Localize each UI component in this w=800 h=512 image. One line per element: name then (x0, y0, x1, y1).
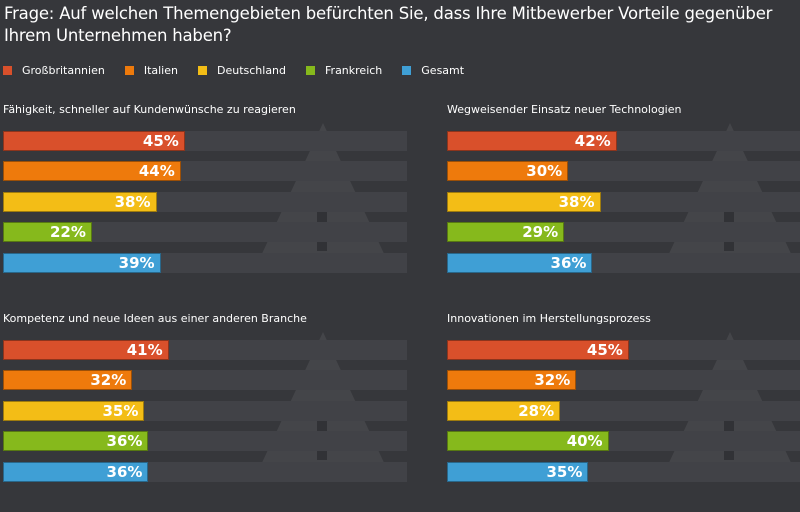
data-label: 39% (118, 254, 155, 272)
bar-großbritannien (447, 131, 617, 151)
bar-gesamt (3, 253, 161, 273)
data-label: 36% (106, 463, 143, 481)
bar-gesamt (447, 462, 589, 482)
data-label: 35% (102, 402, 139, 420)
legend: Großbritannien Italien Deutschland Frank… (3, 64, 484, 77)
bar-italien (3, 370, 133, 390)
data-label: 29% (522, 223, 559, 241)
panel-kompetenz: Kompetenz und neue Ideen aus einer ander… (3, 312, 413, 512)
legend-swatch (3, 66, 12, 75)
legend-item-deutschland: Deutschland (197, 64, 287, 77)
data-label: 22% (49, 223, 86, 241)
bar-frankreich (447, 222, 565, 242)
bar-großbritannien (447, 340, 629, 360)
bar-frankreich (447, 431, 609, 451)
bar-gesamt (3, 462, 149, 482)
bar-frankreich (3, 431, 149, 451)
legend-swatch (402, 66, 412, 75)
bar-italien (447, 161, 569, 181)
data-label: 40% (566, 432, 603, 450)
panel-kundenwuensche: Fähigkeit, schneller auf Kundenwünsche z… (3, 103, 413, 303)
data-label: 42% (574, 132, 611, 150)
data-label: 35% (546, 463, 583, 481)
bar-gesamt (447, 253, 593, 273)
panel-technologien: Wegweisender Einsatz neuer Technologien 4… (447, 103, 800, 303)
panel-herstellungsprozess: Innovationen im Herstellungsprozess 45% 32… (447, 312, 800, 512)
data-label: 44% (138, 162, 175, 180)
legend-label: Italien (143, 64, 178, 77)
bar-deutschland (447, 192, 601, 212)
data-label: 41% (126, 341, 163, 359)
bar-track (3, 222, 407, 242)
chart-title: Frage: Auf welchen Themengebieten befürc… (4, 4, 773, 45)
data-label: 30% (526, 162, 563, 180)
data-label: 28% (518, 402, 555, 420)
data-label: 38% (558, 193, 595, 211)
data-label: 32% (90, 371, 127, 389)
bar-italien (447, 370, 577, 390)
legend-label: Gesamt (421, 64, 465, 77)
legend-item-gesamt: Gesamt (402, 64, 464, 77)
bar-frankreich (3, 222, 92, 242)
data-label: 38% (114, 193, 151, 211)
panel-title: Wegweisender Einsatz neuer Technologien (447, 103, 682, 116)
bar-deutschland (3, 401, 145, 421)
legend-label: Frankreich (325, 64, 383, 77)
data-label: 36% (106, 432, 143, 450)
legend-item-frankreich: Frankreich (306, 64, 382, 77)
bar-deutschland (3, 192, 157, 212)
legend-item-grossbritannien: Großbritannien (3, 64, 105, 77)
legend-label: Deutschland (216, 64, 287, 77)
legend-label: Großbritannien (22, 64, 105, 77)
legend-swatch (306, 66, 316, 75)
panel-title: Innovationen im Herstellungsprozess (447, 312, 651, 325)
bar-deutschland (447, 401, 561, 421)
data-label: 45% (586, 341, 623, 359)
panel-title: Kompetenz und neue Ideen aus einer ander… (3, 312, 307, 325)
data-label: 45% (142, 132, 179, 150)
legend-item-italien: Italien (124, 64, 178, 77)
bar-großbritannien (3, 131, 185, 151)
data-label: 36% (550, 254, 587, 272)
panel-title: Fähigkeit, schneller auf Kundenwünsche z… (3, 103, 296, 116)
legend-swatch (124, 66, 134, 75)
bar-großbritannien (3, 340, 169, 360)
bar-italien (3, 161, 181, 181)
legend-swatch (197, 66, 207, 75)
data-label: 32% (534, 371, 571, 389)
